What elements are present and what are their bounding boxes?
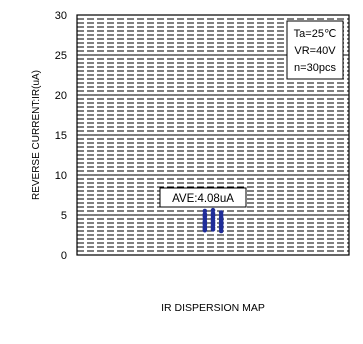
y-tick-label: 25 — [55, 50, 67, 62]
data-point — [203, 209, 208, 214]
condition-sample-count: n=30pcs — [294, 62, 336, 74]
y-tick-label: 15 — [55, 130, 67, 142]
data-point — [219, 210, 224, 215]
average-annotation: AVE:4.08uA — [160, 188, 246, 207]
conditions-box: Ta=25℃ VR=40V n=30pcs — [287, 21, 343, 79]
y-tick-label: 10 — [55, 170, 67, 182]
y-tick-label: 5 — [61, 210, 67, 222]
condition-temperature: Ta=25℃ — [294, 28, 337, 40]
data-points — [203, 208, 224, 233]
y-tick-labels: 0 5 10 15 20 25 30 — [55, 10, 67, 262]
average-annotation-label: AVE:4.08uA — [172, 193, 234, 205]
x-axis-title: IR DISPERSION MAP — [161, 302, 265, 314]
y-axis-title: REVERSE CURRENT:IR(uA) — [31, 70, 42, 200]
y-tick-label: 20 — [55, 90, 67, 102]
y-tick-label: 30 — [55, 10, 67, 22]
data-point — [211, 208, 216, 213]
condition-voltage: VR=40V — [294, 45, 336, 57]
y-tick-label: 0 — [61, 250, 67, 262]
